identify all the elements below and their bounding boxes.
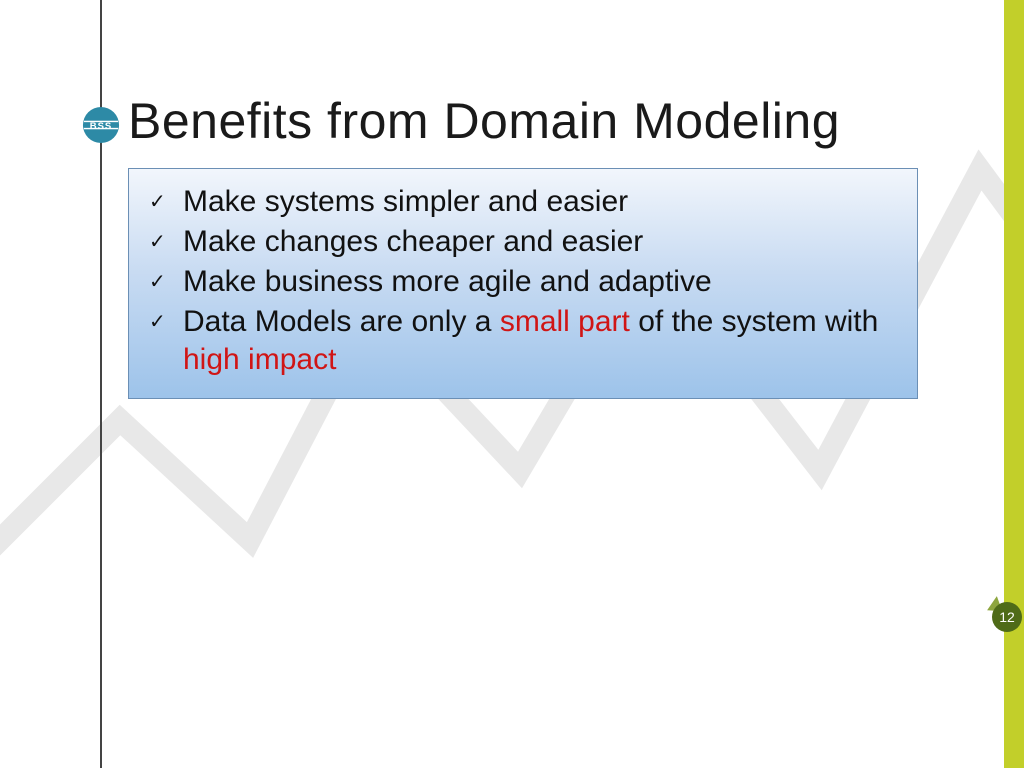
bullet-text: Make changes cheaper and easier (183, 223, 643, 261)
checkmark-icon: ✓ (149, 303, 183, 341)
checkmark-icon: ✓ (149, 183, 183, 221)
accent-bar (1004, 0, 1024, 768)
bullet-item: ✓Make business more agile and adaptive (149, 263, 897, 301)
bullet-text: Make systems simpler and easier (183, 183, 628, 221)
checkmark-icon: ✓ (149, 263, 183, 301)
checkmark-icon: ✓ (149, 223, 183, 261)
bullet-item: ✓Make systems simpler and easier (149, 183, 897, 221)
page-number-badge: 12 (992, 602, 1022, 632)
bullet-item: ✓Data Models are only a small part of th… (149, 303, 897, 378)
brand-logo: BSS (82, 106, 120, 144)
page-number: 12 (999, 609, 1015, 625)
bullet-item: ✓Make changes cheaper and easier (149, 223, 897, 261)
bullet-text: Make business more agile and adaptive (183, 263, 712, 301)
svg-text:BSS: BSS (90, 121, 112, 132)
slide-title: Benefits from Domain Modeling (128, 92, 840, 150)
bullet-list: ✓Make systems simpler and easier✓Make ch… (149, 183, 897, 378)
content-box: ✓Make systems simpler and easier✓Make ch… (128, 168, 918, 399)
bullet-text: Data Models are only a small part of the… (183, 303, 897, 378)
